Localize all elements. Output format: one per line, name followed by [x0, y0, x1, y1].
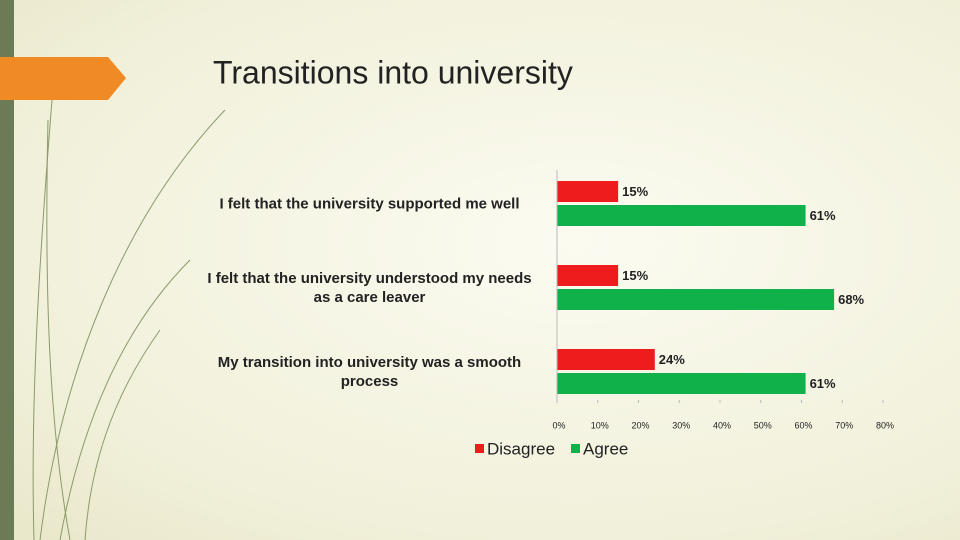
- legend-swatch: [571, 444, 580, 453]
- x-tick-label: 60%: [794, 420, 812, 430]
- x-tick-label: 30%: [672, 420, 690, 430]
- category-label: I felt that the university understood my…: [207, 270, 532, 306]
- bar: [557, 289, 835, 310]
- x-tick-label: 10%: [591, 420, 609, 430]
- x-tick-label: 0%: [552, 420, 565, 430]
- x-tick-label: 40%: [713, 420, 731, 430]
- legend-label: Agree: [583, 439, 628, 458]
- x-tick-label: 70%: [835, 420, 853, 430]
- category-label: My transition into university was a smoo…: [217, 354, 522, 390]
- bar: [557, 265, 619, 286]
- bar: [557, 205, 806, 226]
- bar: [557, 181, 619, 202]
- side-strip: [0, 0, 14, 540]
- data-label: 61%: [810, 208, 836, 223]
- data-label: 15%: [622, 184, 648, 199]
- bar: [557, 373, 806, 394]
- x-tick-label: 80%: [876, 420, 894, 430]
- title-arrow: [0, 57, 126, 100]
- category-label: I felt that the university supported me …: [219, 195, 520, 213]
- data-label: 15%: [622, 268, 648, 283]
- data-label: 61%: [810, 376, 836, 391]
- data-label: 24%: [659, 352, 685, 367]
- legend-swatch: [475, 444, 484, 453]
- x-tick-label: 50%: [754, 420, 772, 430]
- data-label: 68%: [838, 292, 864, 307]
- legend-label: Disagree: [487, 439, 555, 458]
- x-tick-label: 20%: [631, 420, 649, 430]
- decor-lines: [32, 99, 226, 540]
- bar: [557, 349, 655, 370]
- chart-title: Transitions into university: [213, 54, 573, 90]
